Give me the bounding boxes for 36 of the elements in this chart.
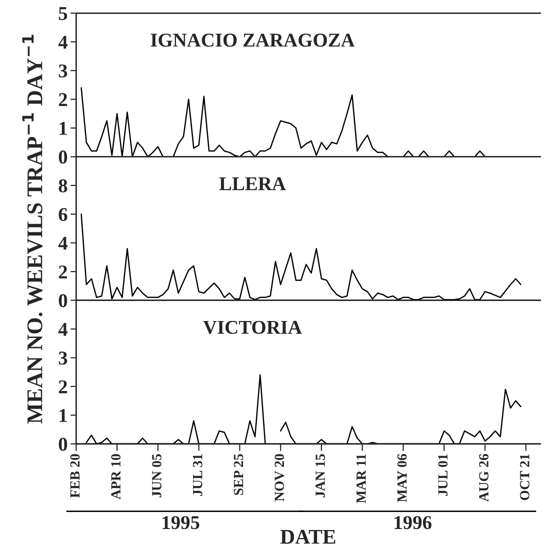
x-tick-label: APR 10 — [111, 454, 121, 500]
x-tick-label: AUG 26 — [479, 454, 488, 502]
y-tick-label: 4 — [58, 322, 68, 336]
y-tick-label: 2 — [58, 93, 67, 106]
text: 1995 — [162, 516, 200, 530]
text: IGNACIO ZARAGOZA — [150, 34, 355, 47]
y-tick-label: 0 — [58, 438, 68, 451]
x-tick-label: JUL 01 — [438, 454, 448, 496]
x-tick-label: JUL 31 — [192, 454, 202, 496]
y-tick-label: 5 — [58, 7, 68, 20]
x-tick-label: FEB 20 — [70, 454, 80, 498]
y-tick-label: 2 — [58, 380, 67, 394]
line-series — [80, 214, 522, 300]
text: LLERA — [219, 177, 286, 190]
y-tick-label: 0 — [58, 150, 68, 164]
y-tick-label: 0 — [58, 294, 68, 308]
y-tick-label: 2 — [58, 265, 67, 278]
y-tick-label: 1 — [60, 122, 67, 135]
y-tick-label: 8 — [58, 179, 68, 192]
x-tick-label: MAR 11 — [356, 454, 366, 504]
y-tick-label: 3 — [58, 64, 68, 78]
y-tick-label: 6 — [58, 208, 68, 222]
y-tick-label: 1 — [60, 409, 67, 422]
x-tick-label: SEP 25 — [234, 454, 244, 495]
x-tick-label: NOV 20 — [274, 454, 284, 502]
text: VICTORIA — [203, 320, 302, 334]
x-tick-label: OCT 21 — [520, 454, 530, 500]
text: 1996 — [394, 516, 432, 530]
y-tick-label: 4 — [58, 236, 68, 250]
y-tick-label: 4 — [58, 36, 68, 49]
x-axis-title: DATE — [280, 530, 336, 544]
x-tick-label: JUN 05 — [152, 454, 162, 498]
x-tick-label: JAN 15 — [316, 454, 325, 498]
y-axis-title: MEAN NO. WEEVILS TRAP$^{−1}$ DAY$^{−1}$ — [22, 34, 42, 424]
x-tick-label: MAY 06 — [397, 454, 407, 502]
y-tick-label: 3 — [58, 352, 68, 365]
